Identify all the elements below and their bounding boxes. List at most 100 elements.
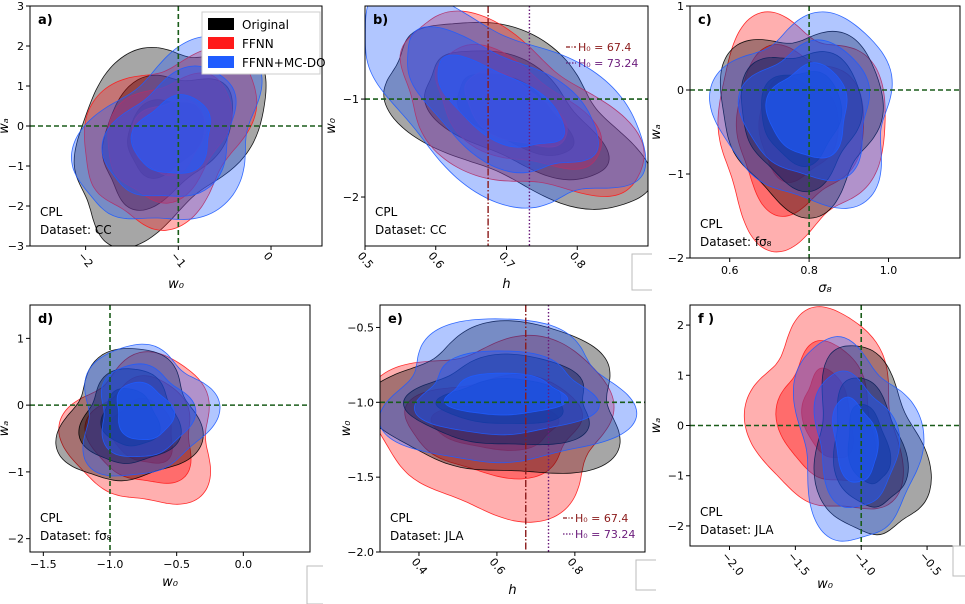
legend-label: Original — [242, 18, 289, 32]
panel-note: Dataset: CC — [40, 223, 112, 237]
legend-swatch — [208, 56, 234, 68]
panel-note: Dataset: fσ₈ — [700, 235, 772, 249]
legend-swatch — [208, 37, 234, 49]
y-axis-label: wₐ — [649, 418, 664, 434]
panel-1: −2 −1 0 −3 −2 −1 0 1 2 3 w₀ wₐ a) CPL Dataset: CC Origi… — [0, 0, 326, 292]
x-tick-label: −2 — [75, 250, 95, 271]
panel-note: Dataset: JLA — [700, 523, 774, 537]
h0-legend-planck: H₀ = 67.4 — [575, 512, 628, 525]
y-tick-label: −1.5 — [347, 471, 374, 484]
y-tick-label: −2 — [8, 200, 24, 213]
frame-fragment — [952, 545, 965, 577]
y-tick-label: 3 — [17, 0, 24, 13]
y-tick-label: −1 — [343, 93, 359, 106]
y-tick-label: 2 — [677, 319, 684, 332]
panel-label: e) — [388, 312, 403, 327]
plot-area — [30, 6, 322, 246]
panel-note: Dataset: fσ₈ — [40, 529, 112, 543]
x-tick-label: −1.0 — [97, 558, 124, 571]
y-tick-label: 1 — [17, 332, 24, 345]
y-tick-label: 0 — [17, 120, 24, 133]
contour-ffnn-mc-do-core — [832, 396, 879, 483]
y-tick-label: −2 — [668, 252, 684, 265]
panel-3: 0.6 0.8 1.0 −2 −1 0 1 σ₈ wₐ c) CPL Dataset: fσ₈ — [649, 0, 961, 296]
x-tick-label: −0.5 — [917, 550, 944, 579]
x-tick-label: 0.4 — [409, 556, 430, 578]
x-axis-label: σ₈ — [818, 281, 831, 296]
y-tick-label: −1 — [668, 470, 684, 483]
x-tick-label: −1.0 — [851, 550, 878, 579]
x-tick-label: −2.0 — [719, 550, 746, 579]
frame-fragment — [306, 565, 323, 604]
contour-ffnn-mc-do-core — [437, 54, 565, 148]
x-axis-label: w₀ — [168, 277, 185, 292]
panel-note: CPL — [40, 205, 63, 219]
x-tick-label: −0.5 — [163, 558, 190, 571]
x-axis-label: w₀ — [817, 577, 834, 592]
x-tick-label: 0.7 — [496, 250, 517, 272]
x-axis-label: h — [508, 583, 516, 598]
panel-6: −2.0 −1.5 −1.0 −0.5 −2 −1 0 1 2 w₀ wₐ f ) CPL Dataset… — [649, 304, 961, 592]
plot-area — [30, 305, 310, 552]
panel-note: CPL — [700, 505, 723, 519]
y-tick-label: −1 — [8, 160, 24, 173]
x-tick-label: 0.0 — [235, 558, 253, 571]
y-tick-label: 1 — [677, 369, 684, 382]
panel-note: CPL — [390, 511, 413, 525]
y-tick-label: −2 — [343, 191, 359, 204]
y-tick-label: −2 — [8, 533, 24, 546]
x-tick-label: 0.6 — [425, 250, 446, 272]
contour-ffnn-mc-do-core — [116, 381, 176, 441]
y-tick-label: −1 — [8, 466, 24, 479]
axes-frame — [29, 304, 311, 553]
axes-frame — [689, 5, 961, 259]
y-axis-label: w₀ — [324, 117, 339, 134]
panel-label: a) — [38, 13, 53, 28]
plot-area — [690, 305, 960, 546]
x-tick-label: 0.5 — [355, 250, 376, 272]
x-tick-label: 0.6 — [721, 264, 739, 277]
panel-5: 0.4 0.6 0.8 −2.0 −1.5 −1.0 −0.5 h w₀ e) CPL Dataset… — [339, 304, 646, 598]
y-axis-label: wₐ — [649, 124, 664, 140]
y-axis-label: wₐ — [0, 421, 12, 437]
panel-note: CPL — [375, 205, 398, 219]
frame-fragment — [635, 559, 656, 591]
panel-note: Dataset: JLA — [390, 529, 464, 543]
y-tick-label: −3 — [8, 240, 24, 253]
x-tick-label: −1.5 — [785, 550, 812, 579]
x-tick-label: 0.8 — [567, 250, 588, 272]
h0-legend-planck: H₀ = 67.4 — [578, 41, 631, 54]
panel-note: CPL — [40, 511, 63, 525]
y-axis-label: w₀ — [339, 420, 354, 437]
y-tick-label: 0 — [677, 420, 684, 433]
contour-ffnn-mc-do-core — [130, 94, 211, 174]
axes-frame — [379, 304, 646, 553]
plot-area — [380, 305, 645, 552]
y-tick-label: −2 — [668, 520, 684, 533]
panel-label: b) — [373, 13, 388, 28]
panel-label: f ) — [698, 312, 714, 327]
panel-note: CPL — [700, 217, 723, 231]
plot-area — [690, 6, 960, 258]
y-tick-label: 0 — [17, 399, 24, 412]
contour-ffnn-mc-do-core — [765, 62, 848, 159]
x-tick-label: 0.8 — [800, 264, 818, 277]
x-tick-label: 1.0 — [880, 264, 898, 277]
panel-label: c) — [698, 13, 712, 28]
x-tick-label: −1.5 — [30, 558, 57, 571]
plot-area — [365, 6, 648, 246]
y-tick-label: −1 — [668, 168, 684, 181]
panel-2: 0.5 0.6 0.7 0.8 −2 −1 h w₀ b) CPL Dataset: CC H₀ = … — [324, 5, 649, 292]
y-tick-label: 1 — [17, 80, 24, 93]
h0-legend-riess: H₀ = 73.24 — [575, 528, 635, 541]
frame-fragment — [631, 253, 652, 291]
y-tick-label: 1 — [677, 0, 684, 13]
x-axis-label: h — [502, 277, 510, 292]
panel-label: d) — [38, 312, 53, 327]
x-tick-label: −1 — [168, 250, 188, 271]
y-tick-label: −2.0 — [347, 546, 374, 559]
legend-label: FFNN — [242, 37, 274, 51]
x-axis-label: w₀ — [162, 575, 179, 590]
y-tick-label: 2 — [17, 40, 24, 53]
x-tick-label: 0.8 — [565, 556, 586, 578]
